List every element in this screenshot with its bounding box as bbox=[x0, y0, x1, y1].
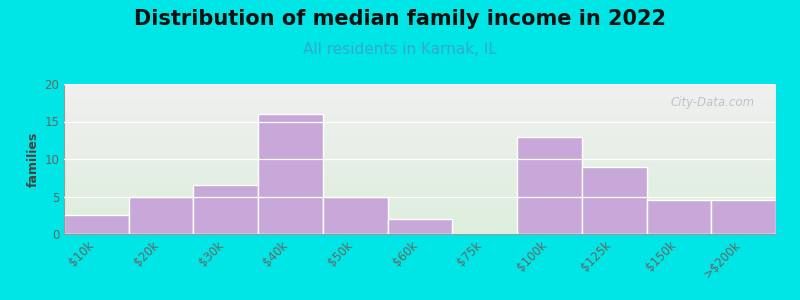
Bar bbox=[258, 114, 323, 234]
Y-axis label: families: families bbox=[27, 131, 40, 187]
Bar bbox=[582, 167, 646, 234]
Text: City-Data.com: City-Data.com bbox=[670, 96, 754, 109]
Bar bbox=[194, 185, 258, 234]
Text: Distribution of median family income in 2022: Distribution of median family income in … bbox=[134, 9, 666, 29]
Bar bbox=[388, 219, 452, 234]
Bar bbox=[517, 136, 582, 234]
Bar bbox=[646, 200, 711, 234]
Bar bbox=[711, 200, 776, 234]
Bar bbox=[64, 215, 129, 234]
Text: All residents in Karnak, IL: All residents in Karnak, IL bbox=[303, 42, 497, 57]
Bar bbox=[129, 196, 194, 234]
Bar bbox=[323, 196, 388, 234]
